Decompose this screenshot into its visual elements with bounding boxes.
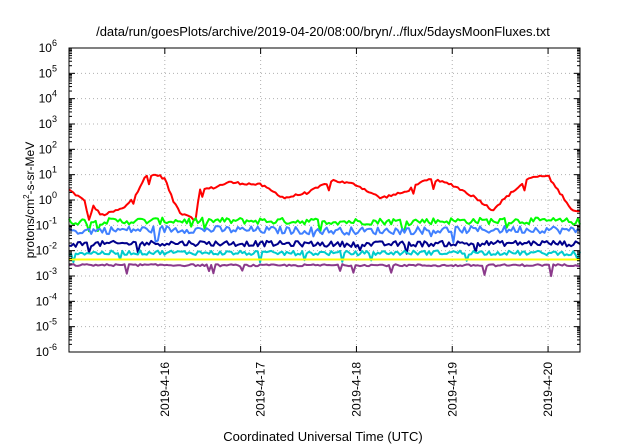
y-tick-exponent: -3 (49, 266, 57, 276)
y-tick-exponent: 1 (52, 165, 57, 175)
y-axis-label: protons/cm2-s-sr-MeV (22, 142, 37, 258)
y-tick-base: 10 (39, 168, 53, 182)
y-tick-base: 10 (39, 142, 53, 156)
y-tick-label: 10-2 (36, 241, 57, 258)
y-tick-exponent: 6 (52, 38, 57, 48)
y-tick-label: 102 (39, 139, 57, 156)
y-tick-base: 10 (36, 218, 50, 232)
y-tick-exponent: -2 (49, 241, 57, 251)
x-axis-label: Coordinated Universal Time (UTC) (223, 429, 422, 444)
series-line (68, 249, 581, 264)
y-tick-exponent: -4 (49, 291, 57, 301)
y-axis-label-superscript: 2 (22, 194, 31, 199)
x-axis-ticks: 2019-4-16 2019-4-17 2019-4-18 2019-4-19 2019… (158, 48, 555, 417)
y-tick-label: 104 (39, 89, 57, 106)
y-tick-base: 10 (39, 117, 53, 131)
y-tick-base: 10 (36, 269, 50, 283)
x-tick-label: 2019-4-19 (445, 362, 459, 417)
x-tick-label: 2019-4-18 (349, 362, 363, 417)
y-tick-base: 10 (36, 320, 50, 334)
y-tick-label: 10-5 (36, 317, 57, 334)
x-tick-label: 2019-4-16 (158, 362, 172, 417)
x-tick-label: 2019-4-17 (254, 362, 268, 417)
y-tick-base: 10 (39, 66, 53, 80)
grid-lines (69, 48, 580, 352)
y-tick-label: 10-4 (36, 291, 57, 308)
y-tick-exponent: 3 (52, 114, 57, 124)
y-tick-label: 101 (39, 165, 57, 182)
series-line (68, 216, 581, 234)
y-tick-base: 10 (36, 294, 50, 308)
y-tick-base: 10 (39, 41, 53, 55)
y-tick-exponent: 4 (52, 89, 57, 99)
y-tick-label: 100 (39, 190, 57, 207)
chart-title: /data/run/goesPlots/archive/2019-04-20/0… (96, 24, 550, 39)
series-line (68, 173, 581, 221)
y-axis-ticks: 10-610-510-410-310-210-11001011021031041… (36, 38, 580, 359)
x-tick-label: 2019-4-20 (541, 362, 555, 417)
y-tick-label: 10-3 (36, 266, 57, 283)
y-tick-exponent: 5 (52, 63, 57, 73)
y-tick-base: 10 (39, 193, 53, 207)
series-line (68, 263, 581, 278)
y-tick-exponent: -6 (49, 342, 57, 352)
y-tick-exponent: -5 (49, 317, 57, 327)
y-axis-label-prefix: protons/cm (23, 199, 37, 258)
y-tick-base: 10 (36, 345, 50, 359)
series-line (68, 225, 581, 244)
series-line (68, 239, 581, 255)
y-tick-label: 10-6 (36, 342, 57, 359)
y-tick-label: 10-1 (36, 215, 57, 232)
y-tick-exponent: 0 (52, 190, 57, 200)
y-tick-label: 106 (39, 38, 57, 55)
y-axis-label-suffix: -s-sr-MeV (23, 142, 37, 195)
y-tick-exponent: -1 (49, 215, 57, 225)
y-tick-base: 10 (36, 244, 50, 258)
series-lines (68, 173, 581, 278)
y-tick-base: 10 (39, 92, 53, 106)
y-tick-label: 105 (39, 63, 57, 80)
y-tick-label: 103 (39, 114, 57, 131)
y-tick-exponent: 2 (52, 139, 57, 149)
